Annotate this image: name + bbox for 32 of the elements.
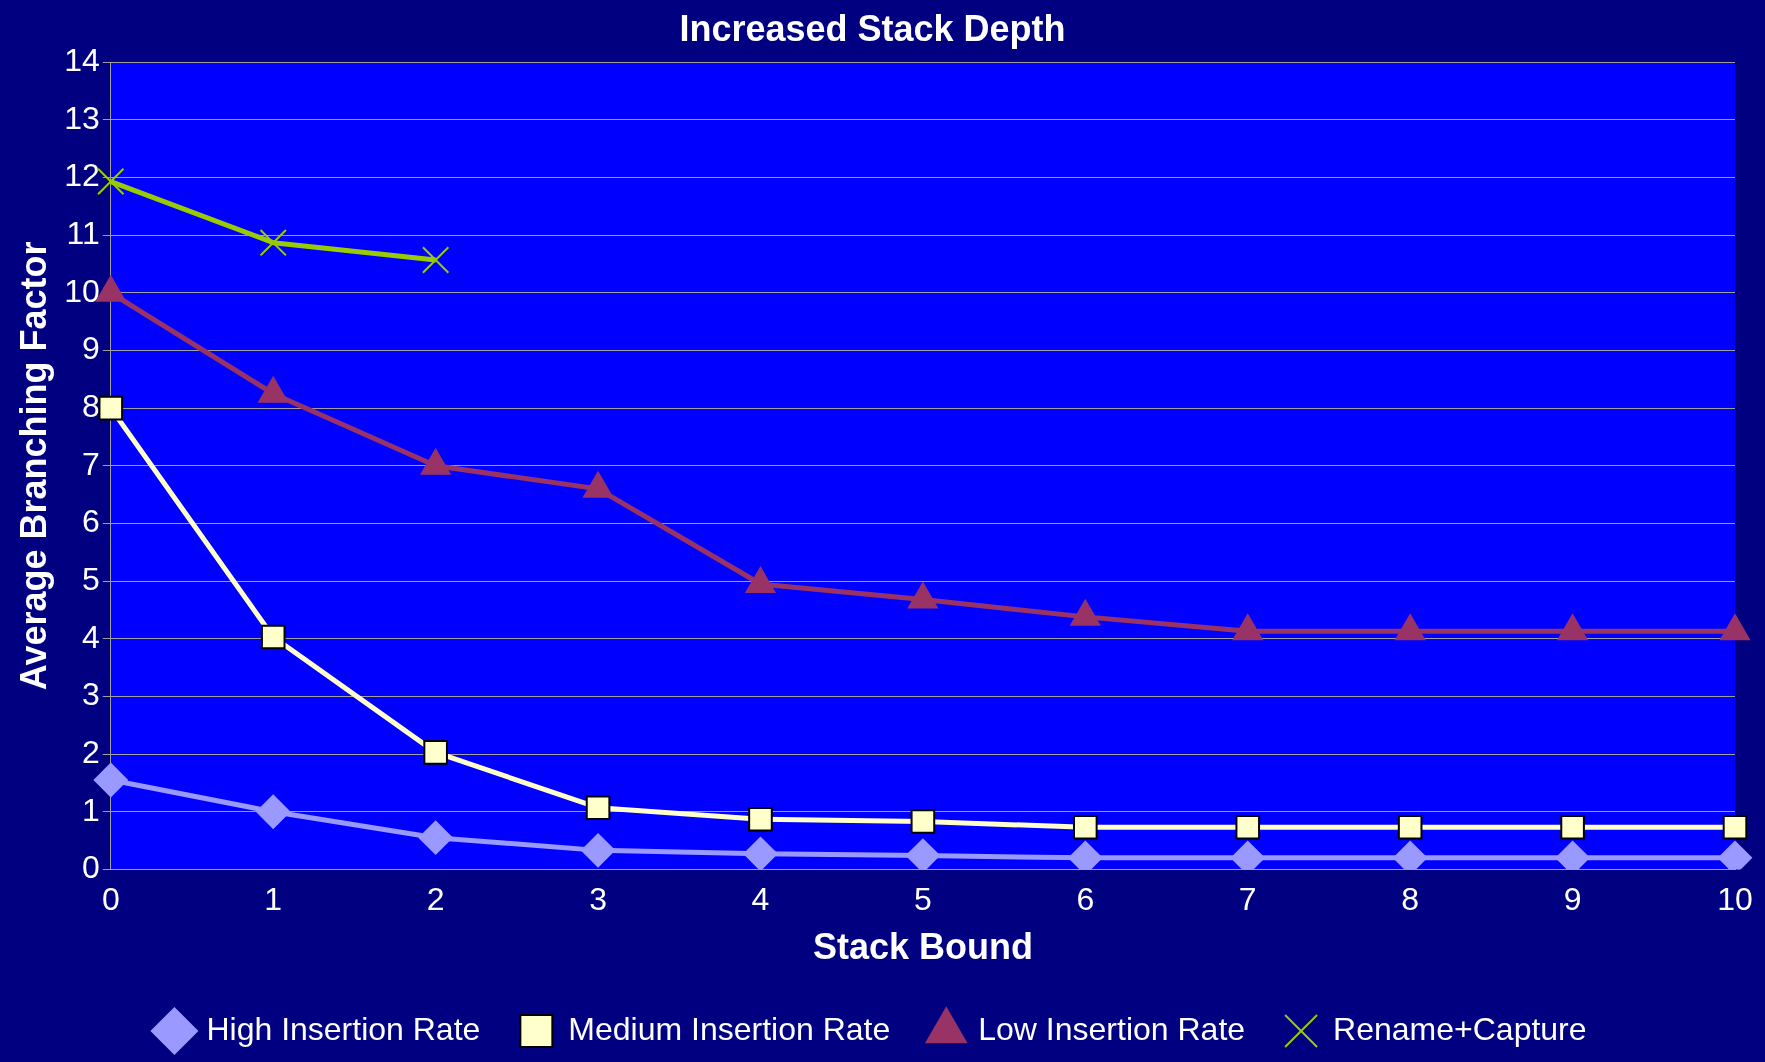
y-tick-label: 14 (64, 42, 100, 79)
y-tick-label: 6 (82, 503, 100, 540)
x-tick-label: 4 (751, 881, 770, 918)
x-tick-label: 2 (426, 881, 445, 918)
legend-label: Low Insertion Rate (978, 1010, 1246, 1047)
y-axis-title: Average Branching Factor (12, 241, 54, 691)
y-tick-label: 2 (82, 733, 100, 770)
y-tick-label: 4 (82, 618, 100, 655)
y-tick-label: 13 (64, 99, 100, 136)
chart-title: Increased Stack Depth (679, 7, 1066, 49)
y-tick-label: 5 (82, 560, 100, 597)
x-tick-label: 3 (589, 881, 607, 918)
y-tick-label: 1 (82, 791, 100, 828)
y-tick-label: 0 (82, 849, 100, 886)
y-tick-label: 8 (82, 387, 100, 424)
x-tick-label: 1 (264, 881, 283, 918)
y-tick-label: 3 (82, 676, 100, 713)
x-tick-label: 7 (1238, 881, 1257, 918)
legend-label: High Insertion Rate (206, 1010, 481, 1047)
x-tick-label: 10 (1717, 881, 1753, 918)
y-tick-label: 7 (82, 445, 100, 482)
y-tick-label: 12 (64, 157, 100, 194)
x-tick-label: 6 (1076, 881, 1095, 918)
x-tick-label: 8 (1401, 881, 1420, 918)
x-axis-title: Stack Bound (812, 926, 1033, 968)
legend-label: Medium Insertion Rate (568, 1010, 891, 1047)
x-tick-label: 9 (1563, 881, 1582, 918)
x-tick-label: 5 (914, 881, 932, 918)
y-tick-label: 9 (82, 330, 100, 367)
legend-label: Rename+Capture (1333, 1010, 1587, 1047)
y-tick-label: 10 (64, 272, 100, 309)
y-tick-label: 11 (66, 215, 100, 251)
